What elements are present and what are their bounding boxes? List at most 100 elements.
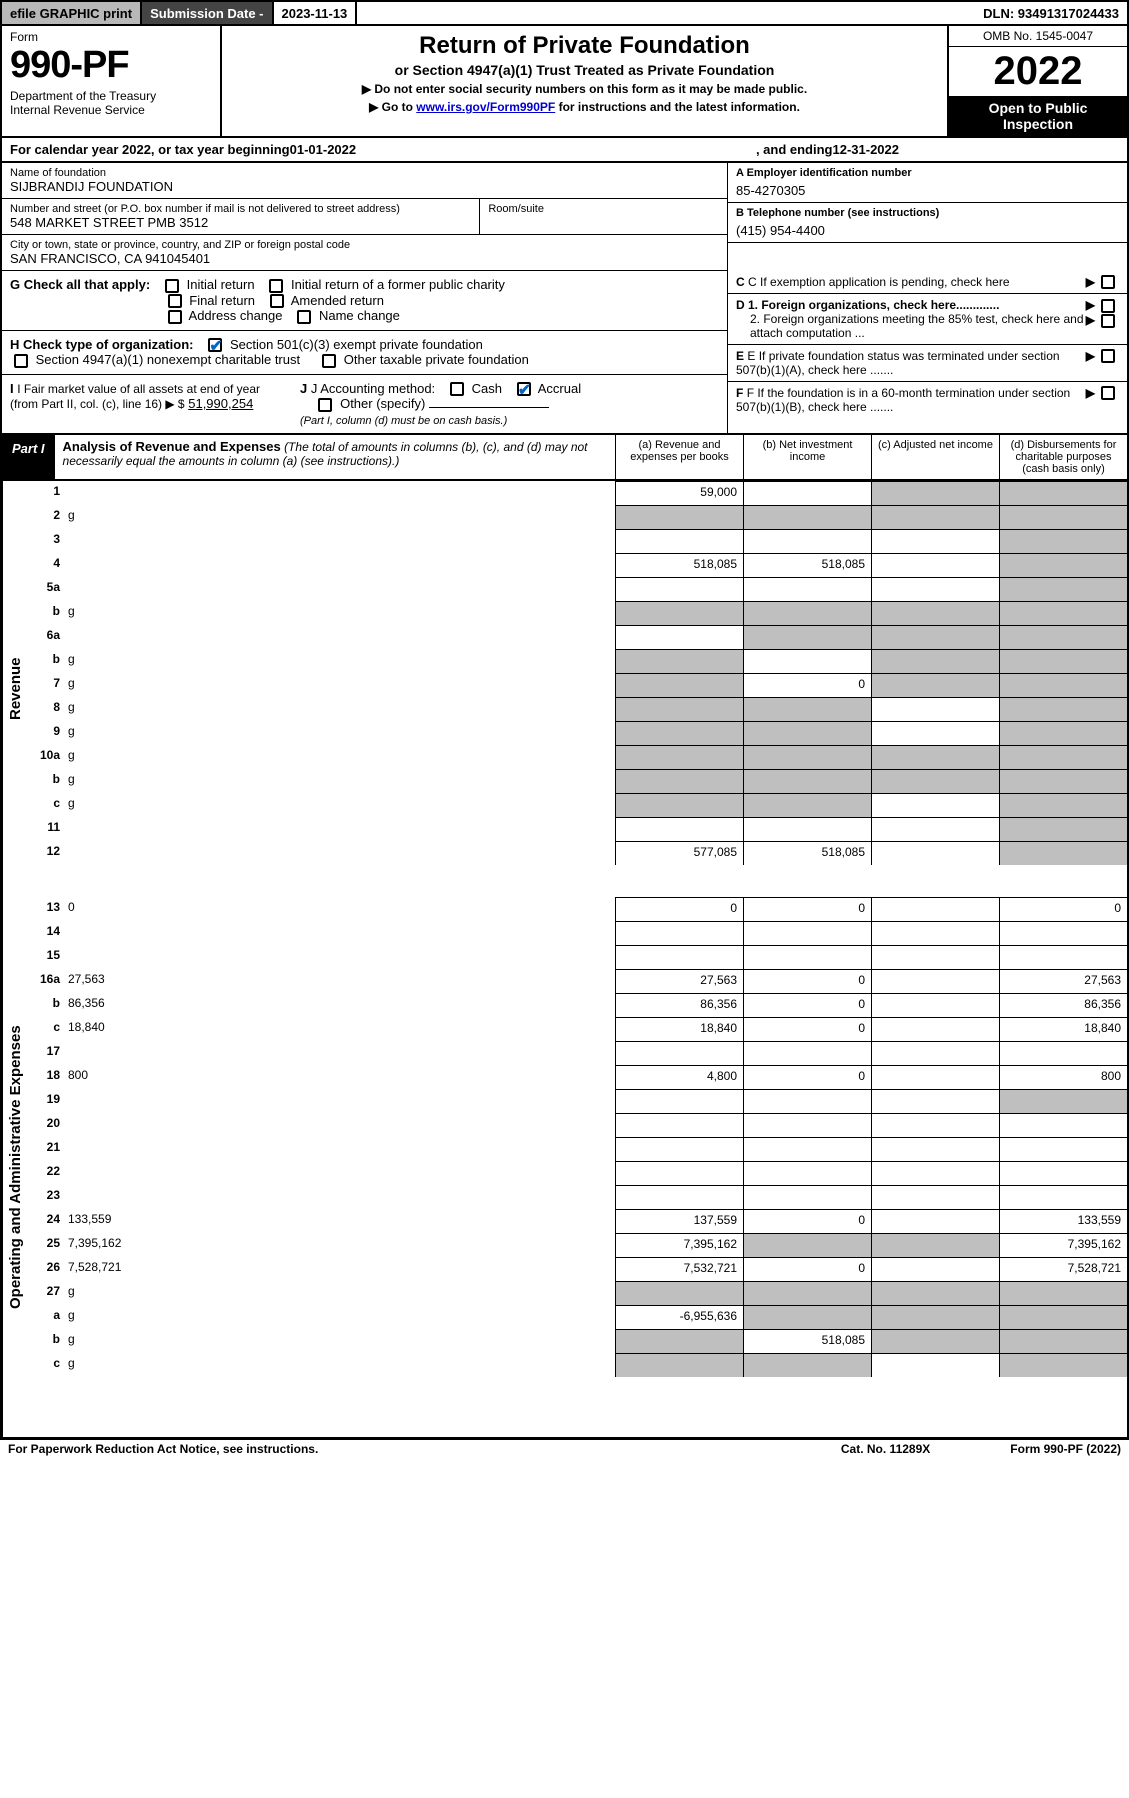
check-other-taxable[interactable] [322,354,336,368]
line-description [64,577,615,601]
check-final[interactable] [168,294,182,308]
amount-cell [871,481,999,505]
amount-cell [999,841,1127,865]
check-accrual[interactable] [517,382,531,396]
amount-cell: 86,356 [999,993,1127,1017]
page-footer: For Paperwork Reduction Act Notice, see … [0,1439,1129,1458]
amount-cell [615,817,743,841]
dln: DLN: 93491317024433 [975,2,1127,24]
amount-cell [999,529,1127,553]
line-number: 17 [28,1041,64,1065]
line-description: 7,395,162 [64,1233,615,1257]
amount-cell [999,1137,1127,1161]
table-row: 22 [28,1161,1127,1185]
check-name-change[interactable] [297,310,311,324]
check-4947[interactable] [14,354,28,368]
check-d1[interactable] [1101,299,1115,313]
department: Department of the Treasury Internal Reve… [10,89,212,117]
amount-cell [615,1161,743,1185]
footer-left: For Paperwork Reduction Act Notice, see … [8,1442,318,1456]
amount-cell [615,577,743,601]
line-number: 14 [28,921,64,945]
amount-cell [871,945,999,969]
table-row: 17 [28,1041,1127,1065]
check-d2[interactable] [1101,314,1115,328]
col-d-header: (d) Disbursements for charitable purpose… [999,435,1127,479]
amount-cell [615,529,743,553]
line-number: 8 [28,697,64,721]
line-number: 22 [28,1161,64,1185]
line-description: 86,356 [64,993,615,1017]
amount-cell [743,769,871,793]
amount-cell: 800 [999,1065,1127,1089]
table-row: bg [28,649,1127,673]
line-number: 23 [28,1185,64,1209]
check-cash[interactable] [450,382,464,396]
check-initial-former[interactable] [269,279,283,293]
city-label: City or town, state or province, country… [10,239,719,251]
line-description [64,1089,615,1113]
amount-cell: 7,532,721 [615,1257,743,1281]
table-row: 188004,8000800 [28,1065,1127,1089]
amount-cell: 0 [743,1257,871,1281]
amount-cell: 18,840 [999,1017,1127,1041]
line-description: g [64,721,615,745]
form-number: 990-PF [10,44,212,87]
line-description [64,553,615,577]
amount-cell [871,577,999,601]
amount-cell [999,577,1127,601]
check-initial[interactable] [165,279,179,293]
check-other-method[interactable] [318,398,332,412]
omb-number: OMB No. 1545-0047 [949,26,1127,47]
table-row: 3 [28,529,1127,553]
amount-cell [999,1041,1127,1065]
form-title: Return of Private Foundation [262,32,907,60]
line-number: 16a [28,969,64,993]
check-amended[interactable] [270,294,284,308]
table-row: 2g [28,505,1127,529]
line-description: 7,528,721 [64,1257,615,1281]
check-address-change[interactable] [168,310,182,324]
irs-link[interactable]: www.irs.gov/Form990PF [416,100,555,114]
amount-cell [999,721,1127,745]
check-e[interactable] [1101,349,1115,363]
check-f[interactable] [1101,386,1115,400]
amount-cell [999,745,1127,769]
amount-cell [743,649,871,673]
table-row: 16a27,56327,563027,563 [28,969,1127,993]
amount-cell [999,673,1127,697]
check-501c3[interactable] [208,338,222,352]
amount-cell: 0 [743,1017,871,1041]
table-row: 257,395,1627,395,1627,395,162 [28,1233,1127,1257]
line-description: g [64,793,615,817]
amount-cell [615,1329,743,1353]
check-c[interactable] [1101,275,1115,289]
line-number: c [28,793,64,817]
amount-cell: -6,955,636 [615,1305,743,1329]
amount-cell [871,649,999,673]
table-row: 21 [28,1137,1127,1161]
amount-cell: 0 [743,1209,871,1233]
line-description [64,841,615,865]
amount-cell: 0 [743,993,871,1017]
form-label: Form [10,30,212,44]
amount-cell [999,505,1127,529]
amount-cell: 577,085 [615,841,743,865]
line-description: 0 [64,897,615,921]
room-label: Room/suite [488,203,719,215]
amount-cell [871,1113,999,1137]
line-number: 19 [28,1089,64,1113]
amount-cell: 7,395,162 [615,1233,743,1257]
line-description [64,1113,615,1137]
calendar-year-row: For calendar year 2022, or tax year begi… [0,138,1129,163]
table-row: 130000 [28,897,1127,921]
amount-cell [871,769,999,793]
amount-cell [999,601,1127,625]
fmv-value: 51,990,254 [188,396,253,411]
amount-cell: 0 [743,969,871,993]
amount-cell: 0 [743,897,871,921]
line-number: b [28,769,64,793]
year-begin: 01-01-2022 [290,142,357,157]
top-bar: efile GRAPHIC print Submission Date - 20… [0,0,1129,26]
amount-cell [743,1353,871,1377]
